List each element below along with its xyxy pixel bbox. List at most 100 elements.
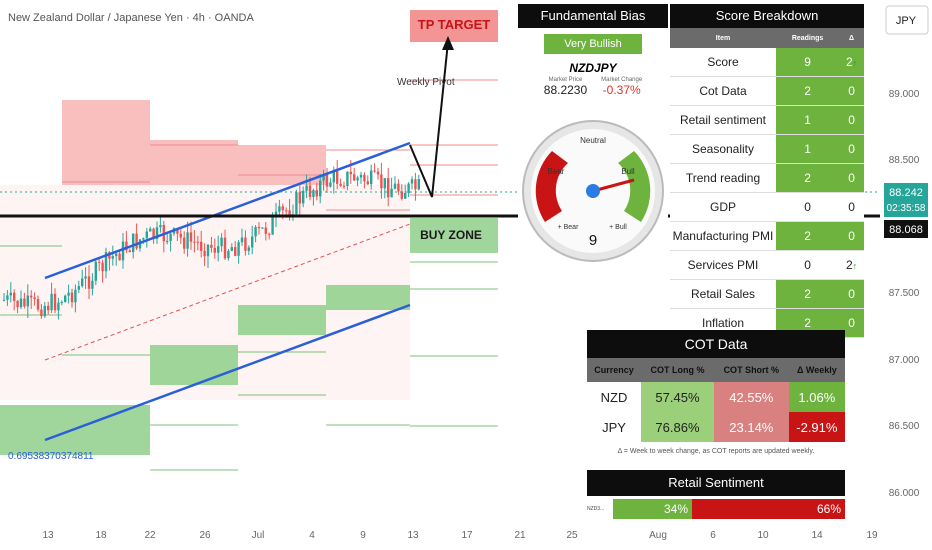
x-tick-label: 26 [199, 530, 211, 541]
candle-body [417, 179, 420, 190]
x-tick-label: 17 [461, 530, 473, 541]
gauge-bear-label: Bear [548, 167, 565, 176]
score-delta: 0 [848, 84, 855, 98]
score-row: Seasonality 1 0 [670, 134, 864, 164]
level-price-value: 88.068 [889, 224, 923, 236]
candle-body [370, 170, 373, 185]
bias-badge: Very Bullish [544, 34, 642, 54]
x-tick-label: 6 [710, 530, 716, 541]
candle-body [237, 242, 240, 256]
candle-body [33, 297, 36, 300]
candle-body [30, 295, 33, 298]
current-price-value: 88.242 [889, 187, 923, 199]
cot-table: Currency COT Long % COT Short % Δ Weekly… [587, 358, 845, 442]
y-tick-label: 87.500 [889, 288, 920, 299]
candle-body [152, 228, 155, 239]
cot-short: 23.14% [713, 412, 789, 442]
score-delta: 0 [848, 200, 855, 214]
score-delta-cell: 0 [839, 105, 864, 135]
candle-body [155, 227, 159, 239]
currency-button-label: JPY [896, 15, 917, 27]
candle-body [329, 182, 332, 187]
score-delta: 2 [845, 258, 853, 272]
score-delta-cell: 0 [839, 192, 864, 222]
pivot-lines [0, 79, 498, 471]
candle-body [264, 227, 267, 234]
candle-body [285, 210, 288, 212]
support-zone-2 [150, 345, 238, 385]
x-axis: 13 18 22 26 Jul 4 9 13 17 21 25 Aug 6 10 14 19 [42, 530, 878, 541]
gauge-bull-arc [618, 151, 651, 222]
candle-body [40, 309, 43, 317]
candle-body [60, 302, 63, 304]
candle-body [189, 232, 193, 242]
candle-body [128, 250, 131, 252]
score-reading: 1 [776, 105, 840, 135]
score-delta-cell: 0 [839, 76, 864, 106]
x-tick-label: 14 [811, 530, 823, 541]
candle-body [322, 174, 325, 181]
score-col-delta: Δ [839, 28, 864, 48]
retail-pair-label: NZD3... [587, 506, 605, 512]
candle-body [366, 181, 369, 185]
x-tick-label: 19 [866, 530, 878, 541]
weekly-pivot-label: Weekly Pivot [397, 77, 455, 88]
candle-body [400, 191, 403, 199]
score-breakdown-header: Score Breakdown [670, 4, 864, 28]
candle-body [176, 228, 179, 234]
candle-body [159, 224, 162, 228]
candle-body [295, 192, 298, 215]
retail-sentiment-bar: NZD3... 34% 66% [587, 499, 845, 519]
candle-body [414, 179, 417, 190]
candle-body [359, 174, 363, 178]
score-delta-cell: 0 [839, 163, 864, 193]
candle-body [397, 183, 400, 192]
candle-body [200, 241, 203, 251]
cot-col-currency: Currency [587, 358, 642, 382]
score-delta-cell: 0 [839, 221, 864, 251]
score-reading: 2 [776, 76, 840, 106]
candle-body [339, 183, 342, 186]
candle-body [274, 211, 278, 217]
score-reading: 0 [776, 250, 840, 280]
fundamental-bias-header: Fundamental Bias [518, 4, 668, 28]
gauge-plus-bull-label: + Bull [609, 224, 627, 231]
candle-body [302, 190, 305, 204]
gauge-plus-bear-label: + Bear [558, 224, 579, 231]
retail-sentiment-panel: Retail Sentiment NZD3... 34% 66% [587, 470, 845, 519]
candle-body [98, 261, 101, 263]
candle-body [77, 286, 80, 290]
sentiment-gauge: Neutral Bear Bull + Bear + Bull 9 [522, 120, 664, 262]
channel-upper-line [44, 141, 411, 280]
candle-body [217, 246, 220, 253]
x-tick-label: 22 [144, 530, 156, 541]
candle-body [240, 237, 244, 243]
candle-body [312, 190, 315, 197]
cot-col-long: COT Long % [641, 358, 714, 382]
arrow-head [442, 36, 454, 50]
candle-body [145, 231, 148, 239]
candle-body [43, 305, 46, 317]
score-delta: 0 [848, 142, 855, 156]
candle-body [268, 233, 271, 235]
candle-body [121, 241, 125, 261]
candle-body [115, 253, 118, 257]
candle-body [251, 236, 254, 248]
candle-body [104, 252, 108, 272]
fundamental-bias-panel: Fundamental Bias Very Bullish NZDJPY Mar… [518, 4, 668, 320]
score-item: Score [670, 48, 776, 77]
candle-body [353, 174, 356, 181]
cot-long: 57.45% [641, 382, 714, 412]
candle-body [342, 185, 346, 187]
y-tick-label: 86.500 [889, 421, 920, 432]
score-table: Item Readings Δ Score 9 2↑ Cot Data 2 0 Retail… [670, 28, 864, 338]
score-row: Retail Sales 2 0 [670, 279, 864, 309]
retail-sentiment-header: Retail Sentiment [587, 470, 845, 496]
x-tick-label: Jul [252, 530, 265, 541]
cot-data-panel: COT Data Currency COT Long % COT Short %… [587, 330, 845, 455]
score-delta-cell: 2↑ [839, 48, 864, 77]
candle-body [308, 185, 312, 197]
candle-body [26, 295, 29, 307]
currency-button[interactable] [885, 5, 929, 35]
